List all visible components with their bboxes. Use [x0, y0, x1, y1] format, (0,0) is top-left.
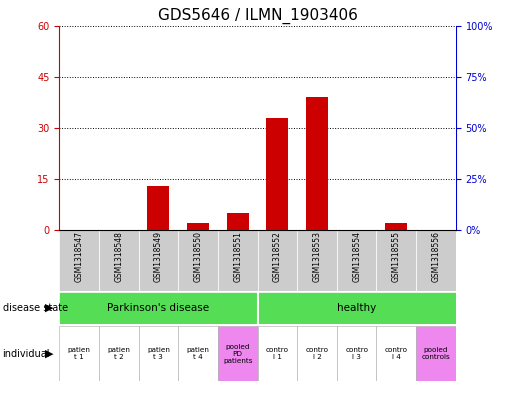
Text: patien
t 1: patien t 1	[67, 347, 91, 360]
Text: pooled
controls: pooled controls	[422, 347, 450, 360]
FancyBboxPatch shape	[218, 326, 258, 381]
Bar	[156, 183, 161, 230]
FancyBboxPatch shape	[99, 230, 139, 291]
Text: ▶: ▶	[45, 349, 53, 359]
FancyBboxPatch shape	[178, 326, 218, 381]
Text: Parkinson's disease: Parkinson's disease	[107, 303, 210, 313]
Text: pooled
PD
patients: pooled PD patients	[223, 344, 252, 364]
Bar	[235, 189, 240, 230]
Title: GDS5646 / ILMN_1903406: GDS5646 / ILMN_1903406	[158, 8, 357, 24]
Text: disease state: disease state	[3, 303, 67, 313]
FancyBboxPatch shape	[297, 230, 337, 291]
Text: individual: individual	[3, 349, 50, 359]
Text: contro
l 1: contro l 1	[266, 347, 289, 360]
Bar	[227, 213, 249, 230]
FancyBboxPatch shape	[59, 326, 99, 381]
FancyBboxPatch shape	[59, 292, 456, 324]
Text: patien
t 3: patien t 3	[147, 347, 170, 360]
FancyBboxPatch shape	[258, 230, 297, 291]
Bar	[385, 223, 407, 230]
FancyBboxPatch shape	[258, 326, 297, 381]
Bar	[315, 132, 319, 230]
Text: patien
t 4: patien t 4	[186, 347, 210, 360]
Bar	[187, 223, 209, 230]
FancyBboxPatch shape	[218, 230, 258, 291]
Bar	[147, 185, 169, 230]
Text: ▶: ▶	[45, 303, 53, 313]
FancyBboxPatch shape	[59, 230, 99, 291]
FancyBboxPatch shape	[297, 326, 337, 381]
Text: healthy: healthy	[337, 303, 376, 313]
FancyBboxPatch shape	[337, 326, 376, 381]
Text: patien
t 2: patien t 2	[107, 347, 130, 360]
FancyBboxPatch shape	[139, 326, 178, 381]
FancyBboxPatch shape	[178, 230, 218, 291]
Text: contro
l 3: contro l 3	[345, 347, 368, 360]
FancyBboxPatch shape	[139, 230, 178, 291]
FancyBboxPatch shape	[416, 326, 456, 381]
FancyBboxPatch shape	[376, 230, 416, 291]
FancyBboxPatch shape	[376, 326, 416, 381]
Text: contro
l 2: contro l 2	[305, 347, 329, 360]
Bar	[306, 97, 328, 230]
Bar	[275, 130, 280, 230]
Text: contro
l 4: contro l 4	[385, 347, 408, 360]
Bar	[394, 224, 399, 230]
Bar	[196, 224, 200, 230]
FancyBboxPatch shape	[99, 326, 139, 381]
Bar	[266, 118, 288, 230]
FancyBboxPatch shape	[416, 230, 456, 291]
FancyBboxPatch shape	[337, 230, 376, 291]
